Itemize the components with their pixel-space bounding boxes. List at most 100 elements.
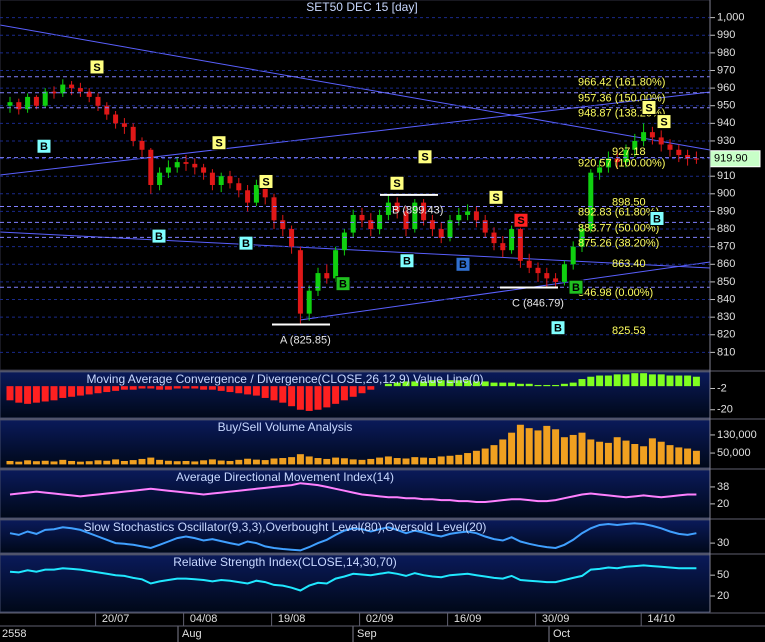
bar: [147, 457, 155, 465]
candle-body: [517, 229, 523, 261]
bar: [164, 460, 172, 465]
price-level-label: 898.50: [612, 196, 646, 208]
bar: [657, 374, 665, 387]
bar: [578, 379, 586, 387]
candle-body: [174, 162, 180, 168]
candle-body: [95, 96, 101, 106]
bar: [437, 456, 445, 465]
candle-body: [544, 273, 550, 279]
bar: [68, 460, 76, 465]
signal-marker: [399, 253, 415, 269]
signal-label: B: [155, 231, 163, 243]
candle-body: [482, 220, 488, 233]
bar: [692, 450, 700, 465]
signal-marker: [513, 212, 529, 228]
candle-body: [491, 232, 497, 244]
bar: [490, 445, 498, 465]
x-tick-label: 04/08: [190, 613, 218, 625]
bar: [613, 437, 621, 465]
bar: [112, 459, 120, 465]
bar: [305, 456, 313, 465]
x-tick-label: 14/10: [647, 613, 675, 625]
bar: [6, 386, 14, 401]
bar: [252, 386, 260, 396]
bar: [191, 386, 199, 389]
y-tick-label: 30: [717, 537, 729, 549]
signal-marker: [89, 59, 105, 75]
bar: [138, 458, 146, 465]
candle-body: [500, 243, 506, 251]
bar: [94, 460, 102, 465]
period-label: Sep: [357, 628, 377, 640]
bar: [648, 374, 656, 387]
candle-body: [60, 84, 66, 94]
candle-body: [649, 132, 655, 138]
candle-body: [86, 91, 92, 97]
bar: [59, 386, 67, 398]
signal-label: S: [93, 62, 100, 74]
bar: [402, 458, 410, 465]
bar: [569, 382, 577, 387]
bar: [270, 386, 278, 401]
fib-label: 846.98 (0.00%): [578, 287, 653, 299]
price-level-label: 863.40: [612, 258, 646, 270]
candle-body: [183, 162, 189, 164]
bar: [129, 460, 137, 465]
bar: [666, 375, 674, 387]
bar: [552, 384, 560, 387]
candle-body: [227, 176, 233, 184]
candle-body: [403, 211, 409, 230]
bar: [543, 384, 551, 387]
y-tick-label: 870: [717, 241, 735, 253]
bar: [675, 447, 683, 465]
bar: [68, 386, 76, 397]
bar: [305, 386, 313, 411]
candle-body: [509, 229, 515, 251]
bar: [384, 456, 392, 465]
y-tick-label: 820: [717, 329, 735, 341]
bar: [226, 386, 234, 393]
bar: [85, 386, 93, 395]
x-tick-label: 19/08: [278, 613, 306, 625]
bar: [552, 429, 560, 465]
bar: [217, 460, 225, 465]
panel-title: Relative Strength Index(CLOSE,14,30,70): [173, 555, 396, 569]
panel-title: Buy/Sell Volume Analysis: [218, 420, 353, 434]
bar: [499, 382, 507, 387]
signal-label: S: [492, 192, 499, 204]
signal-marker: [417, 149, 433, 165]
candle-body: [218, 176, 224, 185]
candle-body: [341, 232, 347, 251]
bar: [560, 383, 568, 387]
y-tick-label: 50,000: [717, 447, 751, 459]
candle-body: [297, 250, 303, 314]
bar: [173, 461, 181, 465]
bar: [261, 460, 269, 465]
fib-label: 920.57 (100.00%): [578, 157, 665, 169]
bar: [226, 460, 234, 465]
bar: [217, 386, 225, 391]
bar: [648, 438, 656, 465]
bar: [437, 380, 445, 387]
bar: [420, 381, 428, 387]
fib-label: 883.77 (50.00%): [578, 222, 659, 234]
bar: [587, 439, 595, 465]
bar: [24, 460, 32, 465]
bar: [508, 432, 516, 465]
x-tick-label: 02/09: [366, 613, 394, 625]
y-tick-label: 940: [717, 117, 735, 129]
y-tick-label: -20: [717, 404, 733, 416]
candle-body: [658, 137, 664, 145]
y-tick-label: 880: [717, 223, 735, 235]
bar: [138, 386, 146, 389]
bar: [6, 460, 14, 465]
bar: [270, 458, 278, 465]
bar: [490, 382, 498, 387]
bar: [516, 383, 524, 387]
bar: [103, 460, 111, 465]
candle-body: [289, 229, 295, 247]
bar: [578, 432, 586, 465]
bar: [349, 386, 357, 397]
bar: [367, 386, 375, 390]
pattern-label: B (899.43): [392, 205, 443, 217]
